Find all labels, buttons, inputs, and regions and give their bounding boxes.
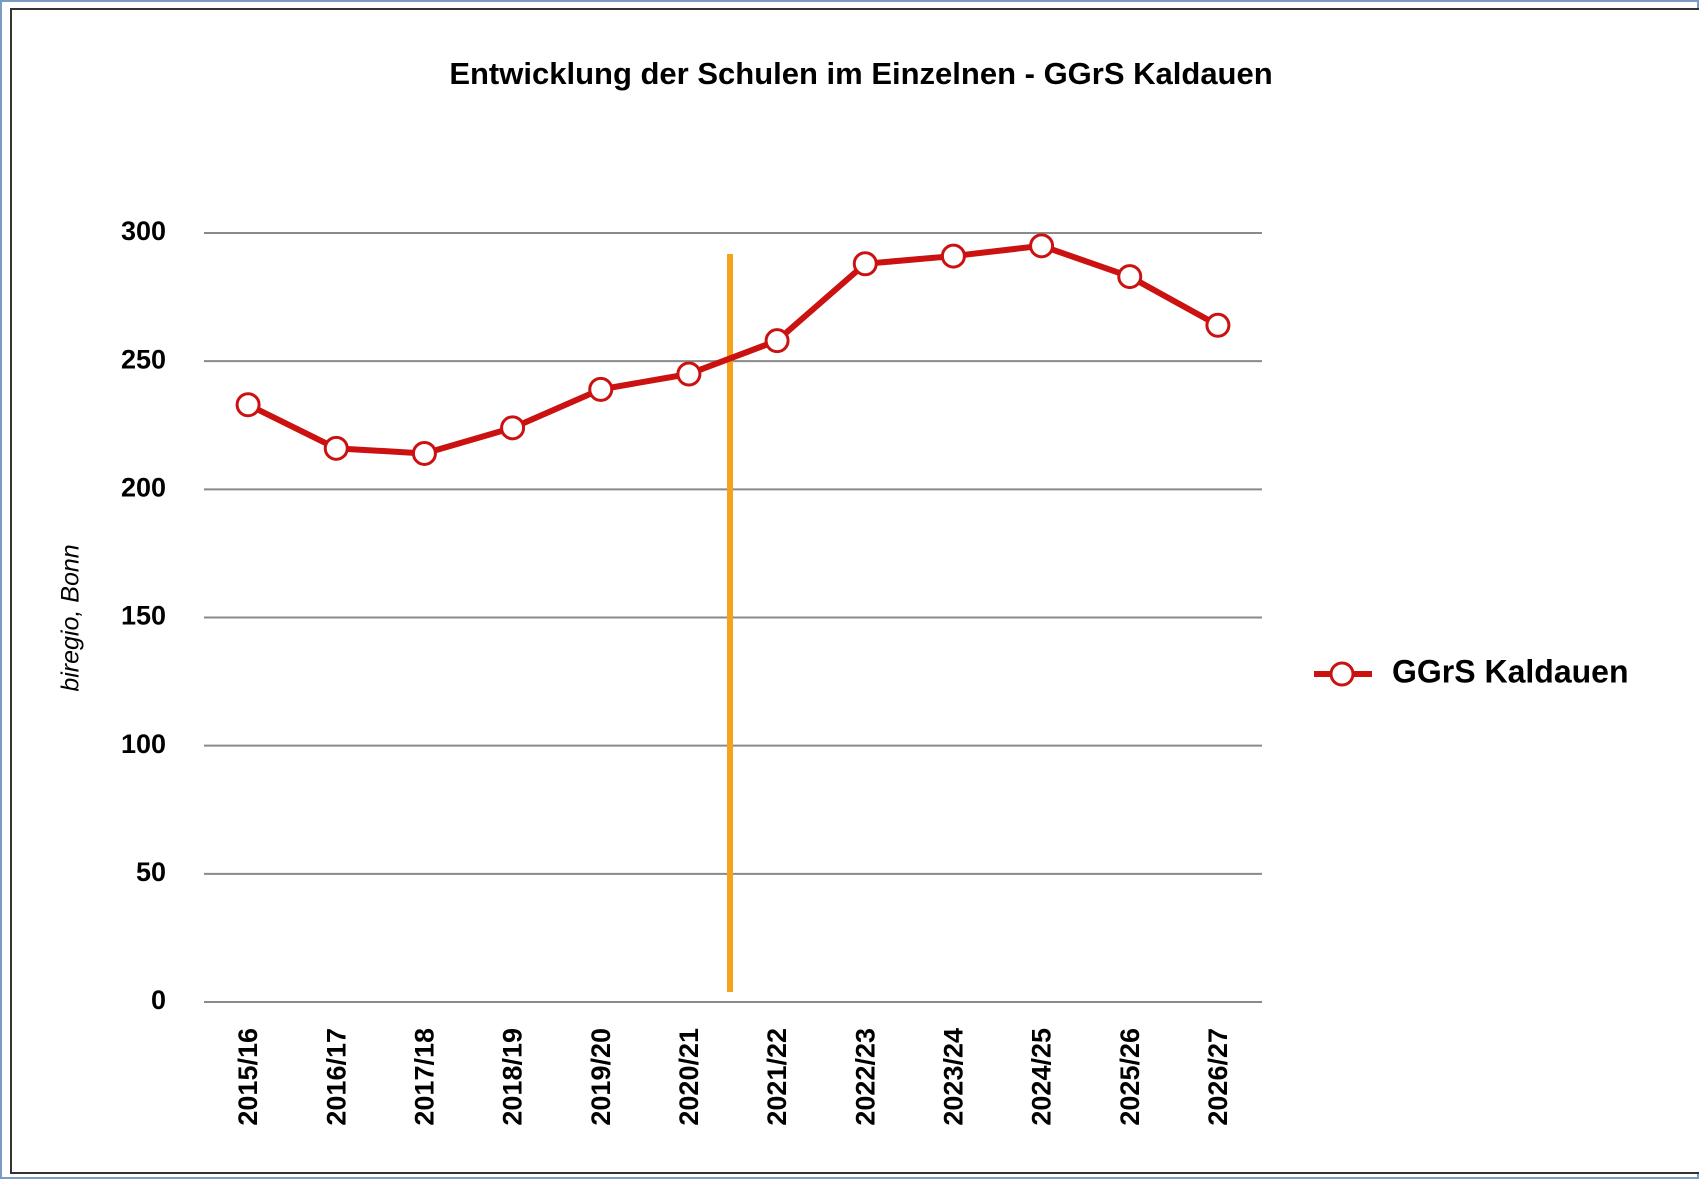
y-axis-label: biregio, Bonn: [57, 544, 85, 691]
data-point: [940, 243, 966, 269]
data-point: [588, 376, 614, 402]
y-tick-label: 150: [121, 601, 166, 631]
plot-area: [235, 233, 1231, 466]
x-tick-label: 2024/25: [1027, 1028, 1057, 1126]
x-tick-label: 2022/23: [850, 1028, 880, 1126]
y-tick-label: 100: [121, 729, 166, 759]
legend-label: GGrS Kaldauen: [1392, 653, 1629, 689]
x-tick-label: 2018/19: [498, 1028, 528, 1126]
data-point: [500, 415, 526, 441]
data-point: [852, 251, 878, 277]
x-tick-label: 2025/26: [1115, 1028, 1145, 1126]
data-point: [1117, 264, 1143, 290]
x-tick-label: 2023/24: [939, 1028, 969, 1126]
y-tick-label: 0: [151, 985, 166, 1015]
data-point: [1029, 233, 1055, 259]
x-tick-label: 2020/21: [674, 1028, 704, 1126]
data-point: [411, 440, 437, 466]
x-tick-label: 2017/18: [410, 1028, 440, 1126]
chart-frame: [10, 8, 1699, 1174]
y-tick-label: 250: [121, 344, 166, 374]
data-point: [676, 361, 702, 387]
x-tick-label: 2016/17: [321, 1028, 351, 1126]
data-point: [323, 435, 349, 461]
x-tick-label: 2019/20: [586, 1028, 616, 1126]
y-tick-label: 300: [121, 216, 166, 246]
data-point: [1205, 312, 1231, 338]
series-line: [246, 242, 1220, 457]
x-tick-label: 2021/22: [762, 1028, 792, 1126]
legend-marker: [1329, 661, 1355, 687]
data-point: [235, 392, 261, 418]
data-point: [764, 328, 790, 354]
x-tick-label: 2026/27: [1203, 1028, 1233, 1126]
y-tick-label: 50: [136, 857, 166, 887]
chart-title: Entwicklung der Schulen im Einzelnen - G…: [449, 56, 1272, 91]
x-tick-label: 2015/16: [233, 1028, 263, 1126]
y-tick-label: 200: [121, 472, 166, 502]
